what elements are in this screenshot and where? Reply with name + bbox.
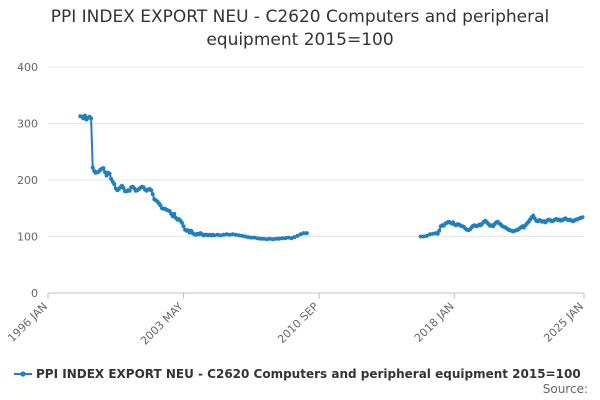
data-point[interactable] <box>274 236 278 241</box>
data-point[interactable] <box>212 233 217 238</box>
data-point[interactable] <box>218 233 223 238</box>
data-point[interactable] <box>280 236 285 241</box>
data-point[interactable] <box>246 235 251 240</box>
data-point[interactable] <box>295 233 300 238</box>
data-point[interactable] <box>150 192 155 197</box>
data-point[interactable] <box>172 211 177 216</box>
chart-title-line-1: PPI INDEX EXPORT NEU - C2620 Computers a… <box>50 7 550 27</box>
data-point[interactable] <box>101 166 106 171</box>
data-point[interactable] <box>301 231 306 236</box>
data-point[interactable] <box>258 236 263 241</box>
data-point[interactable] <box>89 116 94 121</box>
y-tick-label: 100 <box>17 231 38 244</box>
series-layer <box>78 113 585 242</box>
data-point[interactable] <box>224 232 229 237</box>
x-tick-label: 2010 SEP <box>275 300 321 346</box>
data-point[interactable] <box>227 232 232 237</box>
x-tick-label: 2025 JAN <box>541 300 586 345</box>
data-point[interactable] <box>304 231 309 236</box>
data-point[interactable] <box>90 165 95 170</box>
data-point[interactable] <box>121 185 126 190</box>
data-point[interactable] <box>283 236 288 241</box>
data-point[interactable] <box>298 232 303 237</box>
data-point[interactable] <box>230 232 235 237</box>
data-point[interactable] <box>261 236 266 241</box>
data-point[interactable] <box>277 236 281 241</box>
data-point[interactable] <box>580 215 585 220</box>
legend-line-marker-icon <box>14 371 32 377</box>
data-point[interactable] <box>240 233 245 238</box>
y-axis: 0 100 200 300 400 <box>17 61 38 300</box>
data-point[interactable] <box>289 236 294 241</box>
data-point[interactable] <box>243 234 248 239</box>
y-tick-label: 400 <box>17 61 38 74</box>
data-point[interactable] <box>127 188 132 193</box>
source-label: Source: <box>542 382 588 396</box>
y-tick-label: 300 <box>17 118 38 131</box>
data-point[interactable] <box>418 234 423 239</box>
data-point[interactable] <box>221 232 226 237</box>
x-axis: 1996 JAN 2003 MAY 2010 SEP 2018 JAN 2025 JAN <box>5 293 586 348</box>
data-point[interactable] <box>181 224 186 229</box>
data-point[interactable] <box>83 113 87 118</box>
chart-title-line-2: equipment 2015=100 <box>206 30 394 50</box>
data-point[interactable] <box>252 235 257 240</box>
data-point[interactable] <box>233 232 238 237</box>
data-point[interactable] <box>103 170 107 175</box>
data-point[interactable] <box>264 237 269 242</box>
x-tick-label: 2018 JAN <box>412 300 457 345</box>
chart-title: PPI INDEX EXPORT NEU - C2620 Computers a… <box>0 6 600 52</box>
data-point[interactable] <box>149 188 154 193</box>
data-point[interactable] <box>421 234 426 239</box>
data-point[interactable] <box>237 233 241 238</box>
data-point[interactable] <box>180 220 184 225</box>
grid-layer <box>48 66 584 294</box>
data-point[interactable] <box>292 235 297 240</box>
data-point[interactable] <box>112 182 117 186</box>
x-tick-label: 2003 MAY <box>138 300 186 348</box>
data-point[interactable] <box>437 228 442 233</box>
data-point[interactable] <box>215 232 220 237</box>
data-point[interactable] <box>249 235 254 240</box>
y-tick-label: 200 <box>17 174 38 187</box>
data-point[interactable] <box>428 232 432 237</box>
x-tick-label: 1996 JAN <box>5 300 50 345</box>
y-tick-label: 0 <box>31 287 38 300</box>
data-point[interactable] <box>255 236 260 241</box>
series-line-segment <box>80 114 307 241</box>
data-point[interactable] <box>107 171 112 176</box>
legend-label: PPI INDEX EXPORT NEU - C2620 Computers a… <box>36 367 581 381</box>
data-point[interactable] <box>431 231 436 236</box>
data-point[interactable] <box>267 236 272 241</box>
legend[interactable]: PPI INDEX EXPORT NEU - C2620 Computers a… <box>14 366 581 382</box>
data-point[interactable] <box>270 237 275 242</box>
data-point[interactable] <box>286 235 291 240</box>
data-point[interactable] <box>424 233 429 238</box>
